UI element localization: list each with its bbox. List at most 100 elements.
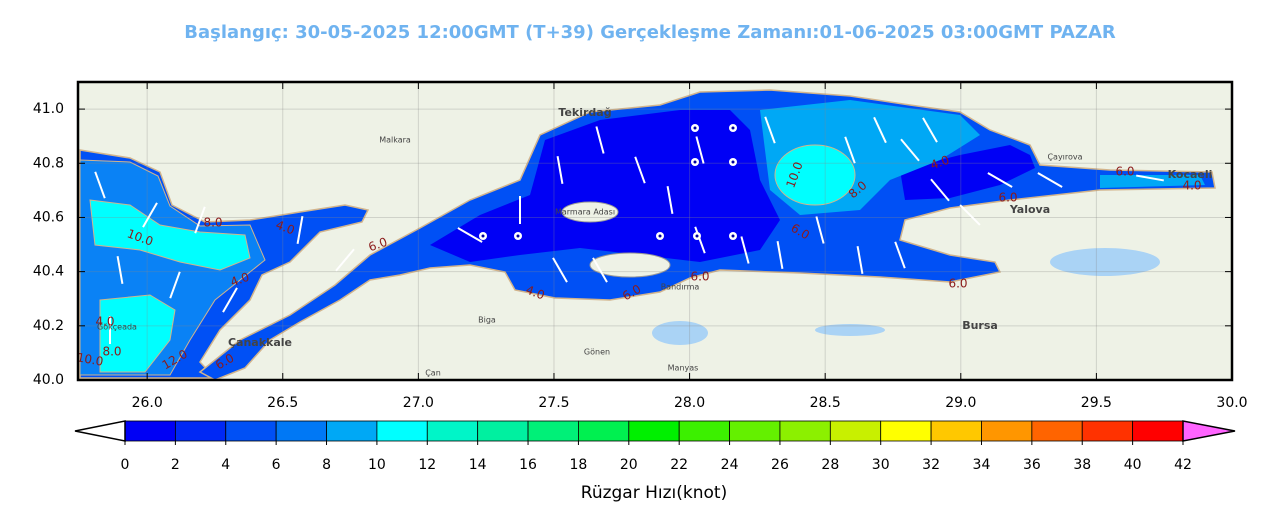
wind-barb xyxy=(634,156,646,184)
colorbar-tick-label: 26 xyxy=(771,457,789,473)
wind-barb xyxy=(900,138,920,162)
sea-wind-area xyxy=(900,145,1035,200)
wind-barb xyxy=(844,136,856,164)
colorbar-tick-label: 42 xyxy=(1174,457,1192,473)
place-label: Manyas xyxy=(668,364,699,373)
wind-barb xyxy=(94,171,106,199)
colorbar-swatch xyxy=(678,420,730,442)
x-tick-label: 29.5 xyxy=(1081,395,1112,411)
x-tick-label: 26.0 xyxy=(132,395,163,411)
contour-label: 10.0 xyxy=(76,350,105,368)
x-tick-label: 28.5 xyxy=(810,395,841,411)
wind-barb xyxy=(694,226,706,254)
colorbar-swatch xyxy=(275,420,327,442)
contour-label: 4.0 xyxy=(524,283,547,303)
wind-barbs xyxy=(78,82,1232,380)
wind-barb xyxy=(740,236,750,264)
colorbar-swatch xyxy=(124,420,176,442)
calm-marker xyxy=(731,160,735,164)
colorbar-swatch xyxy=(1132,420,1184,442)
sea-wind-area xyxy=(99,294,176,373)
y-tick-label: 41.0 xyxy=(33,101,64,117)
place-label: Bandırma xyxy=(661,283,700,292)
map-labels: Tekirdağ Malkara Çanakkale Biga Gönen Manyas B… xyxy=(76,106,1213,378)
place-label: Çanakkale xyxy=(228,336,292,349)
colorbar-tick-label: 22 xyxy=(670,457,688,473)
x-tick-label: 27.5 xyxy=(538,395,569,411)
y-tick-label: 40.6 xyxy=(33,209,64,225)
colorbar-swatch xyxy=(376,420,428,442)
colorbar-swatch xyxy=(880,420,932,442)
place-label: Tekirdağ xyxy=(558,106,611,119)
wind-barb xyxy=(815,216,825,244)
colorbar-tick-label: 28 xyxy=(821,457,839,473)
map-frame xyxy=(76,80,1234,382)
wind-barb xyxy=(666,186,674,214)
wind-barb xyxy=(695,136,705,164)
x-tick-label: 30.0 xyxy=(1216,395,1247,411)
colorbar-tick-label: 2 xyxy=(171,457,180,473)
sea-wind-area xyxy=(89,199,251,271)
calm-marker xyxy=(481,234,485,238)
calm-marker xyxy=(516,234,520,238)
colorbar-swatch xyxy=(174,420,227,442)
colorbar-label: Rüzgar Hızı(knot) xyxy=(581,483,727,503)
place-label: Yalova xyxy=(1009,203,1050,216)
wind-barb xyxy=(894,241,906,269)
wind-barb xyxy=(194,206,206,234)
colorbar-swatch xyxy=(628,420,680,442)
lake xyxy=(652,321,708,345)
colorbar-swatch xyxy=(779,420,831,442)
colorbar-tick-label: 20 xyxy=(620,457,638,473)
sea-wind-area xyxy=(430,110,780,262)
colorbar-tick-label: 34 xyxy=(973,457,991,473)
contour-label: 4.0 xyxy=(274,218,297,238)
wind-barb xyxy=(1037,172,1063,188)
wind-barb xyxy=(959,204,981,226)
calm-marker xyxy=(693,126,697,130)
colorbar-swatch xyxy=(1031,420,1083,442)
calm-marker xyxy=(731,234,735,238)
contour-label: 4.0 xyxy=(928,153,951,173)
calm-marker xyxy=(695,234,699,238)
contour-label: 6.0 xyxy=(366,235,389,255)
y-tick-label: 40.0 xyxy=(33,372,64,388)
contour-label: 6.0 xyxy=(998,191,1017,205)
colorbar-under xyxy=(74,420,126,442)
wind-barb xyxy=(856,246,864,274)
wind-barb xyxy=(552,257,568,283)
contour-label: 6.0 xyxy=(690,270,709,284)
y-tick-label: 40.8 xyxy=(33,155,64,171)
wind-barb xyxy=(592,257,608,283)
place-label: Çan xyxy=(425,369,441,378)
colorbar-swatch xyxy=(829,420,882,442)
title: Başlangıç: 30-05-2025 12:00GMT (T+39) Ge… xyxy=(184,22,1116,43)
wind-barb xyxy=(595,126,605,154)
colorbar-swatch xyxy=(426,420,479,442)
colorbar-swatch xyxy=(578,420,630,442)
wind-barb xyxy=(873,116,887,144)
wind-barb xyxy=(556,156,564,184)
colorbar-swatch xyxy=(225,420,277,442)
colorbar-over xyxy=(1182,420,1236,442)
contour-label: 4.0 xyxy=(228,270,251,290)
island xyxy=(589,252,671,278)
colorbar-swatch xyxy=(1081,420,1134,442)
colorbar-tick-label: 14 xyxy=(469,457,487,473)
wind-barb xyxy=(335,248,355,272)
colorbar-tick-label: 24 xyxy=(721,457,739,473)
contour-label: 8.0 xyxy=(203,216,222,230)
colorbar-tick-label: 8 xyxy=(322,457,331,473)
sea-wind-area xyxy=(774,144,856,206)
wind-barb xyxy=(222,287,238,313)
place-label: Kocaeli xyxy=(1168,168,1213,181)
wind-barb xyxy=(922,117,938,143)
wind-barb xyxy=(776,241,784,269)
wind-barb xyxy=(457,227,483,243)
colorbar-tick-label: 0 xyxy=(121,457,130,473)
y-tick-label: 40.2 xyxy=(33,318,64,334)
calm-marker xyxy=(731,126,735,130)
colorbar-tick-label: 16 xyxy=(519,457,537,473)
colorbar-swatch xyxy=(326,420,378,442)
colorbar-tick-label: 12 xyxy=(418,457,436,473)
